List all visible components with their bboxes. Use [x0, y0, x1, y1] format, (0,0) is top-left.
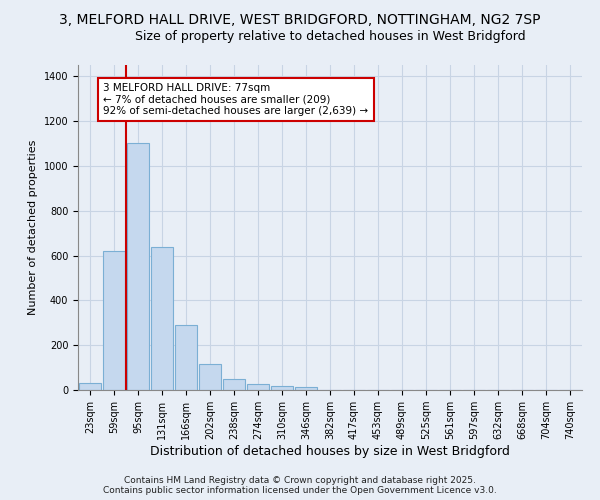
Text: 3, MELFORD HALL DRIVE, WEST BRIDGFORD, NOTTINGHAM, NG2 7SP: 3, MELFORD HALL DRIVE, WEST BRIDGFORD, N… — [59, 12, 541, 26]
Bar — [103, 251, 125, 390]
Bar — [79, 384, 101, 390]
Bar — [199, 364, 221, 390]
Bar — [151, 246, 173, 390]
Y-axis label: Number of detached properties: Number of detached properties — [28, 140, 38, 315]
X-axis label: Distribution of detached houses by size in West Bridgford: Distribution of detached houses by size … — [150, 445, 510, 458]
Title: Size of property relative to detached houses in West Bridgford: Size of property relative to detached ho… — [134, 30, 526, 43]
Bar — [175, 325, 197, 390]
Text: Contains HM Land Registry data © Crown copyright and database right 2025.
Contai: Contains HM Land Registry data © Crown c… — [103, 476, 497, 495]
Text: 3 MELFORD HALL DRIVE: 77sqm
← 7% of detached houses are smaller (209)
92% of sem: 3 MELFORD HALL DRIVE: 77sqm ← 7% of deta… — [103, 83, 368, 116]
Bar — [223, 379, 245, 390]
Bar — [295, 388, 317, 390]
Bar — [127, 144, 149, 390]
Bar — [271, 386, 293, 390]
Bar — [247, 384, 269, 390]
